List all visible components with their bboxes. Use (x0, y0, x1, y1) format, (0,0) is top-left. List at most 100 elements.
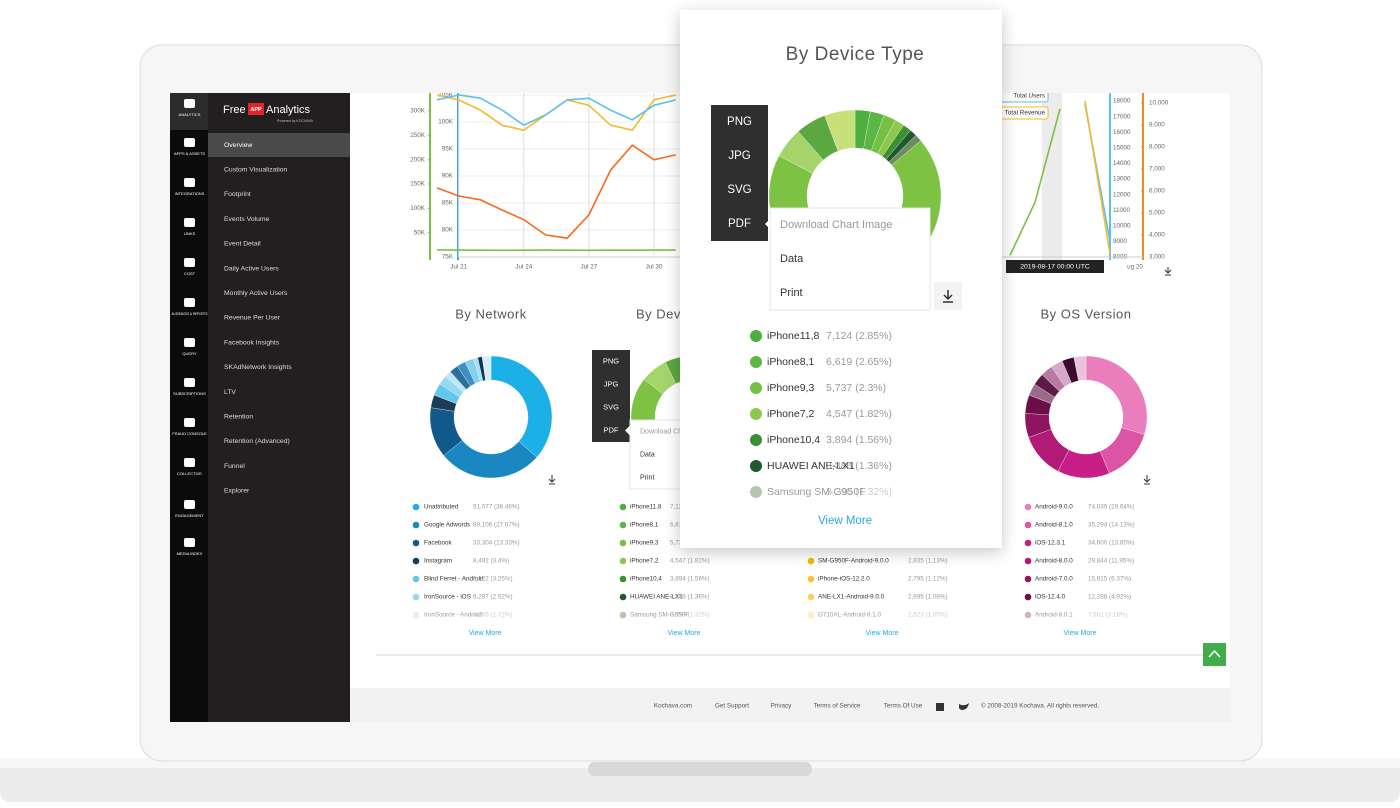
legend-label[interactable]: iOS-12.4.0 (1035, 594, 1066, 601)
nav-item[interactable]: Custom Visualization (224, 166, 288, 173)
legend-label[interactable]: Instagram (424, 558, 452, 565)
legend-dot[interactable] (750, 356, 762, 368)
legend-label[interactable]: Android-9.0.0 (1035, 504, 1073, 511)
sidebar-icon[interactable] (184, 458, 195, 467)
sidebar-icon[interactable] (184, 338, 195, 347)
export-action[interactable]: Print (640, 474, 654, 481)
legend-label[interactable]: Facebook (424, 540, 453, 547)
footer-link[interactable]: Terms Of Use (884, 703, 923, 710)
sidebar-label[interactable]: FRAUD CONSOLE (172, 431, 207, 436)
legend-label[interactable]: Android-8.0.0 (1035, 558, 1073, 565)
download-icon[interactable] (548, 475, 556, 485)
legend-label[interactable]: Blind Ferret - Android (424, 576, 484, 583)
nav-item[interactable]: Monthly Active Users (224, 290, 288, 297)
sidebar-icon[interactable] (184, 218, 195, 227)
sidebar-label[interactable]: MEDIA INDEX (177, 551, 203, 556)
legend-label[interactable]: iPhone-iOS-12.2.0 (818, 576, 870, 583)
legend-dot[interactable] (750, 434, 762, 446)
view-more[interactable]: View More (818, 515, 872, 527)
sidebar-label[interactable]: ANALYTICS (179, 112, 201, 117)
legend-dot[interactable] (1024, 575, 1032, 583)
export-format[interactable]: JPG (728, 150, 750, 162)
sidebar-icon[interactable] (184, 378, 195, 387)
nav-item[interactable]: Funnel (224, 463, 245, 470)
export-format[interactable]: PDF (604, 425, 619, 434)
nav-item[interactable]: Daily Active Users (224, 265, 279, 272)
legend-dot[interactable] (619, 575, 627, 583)
sidebar-label[interactable]: COLLECTIVE (177, 471, 202, 476)
legend-label[interactable]: iPhone8,1 (767, 356, 814, 368)
sidebar-icon[interactable] (184, 298, 195, 307)
sidebar-label[interactable]: QUERY (182, 351, 196, 356)
legend-dot[interactable] (412, 539, 420, 547)
legend-label[interactable]: Android-7.0.0 (1035, 576, 1073, 583)
sidebar-label[interactable]: SUBSCRIPTIONS (173, 391, 206, 396)
sidebar-icon[interactable] (184, 138, 195, 147)
legend-dot[interactable] (619, 557, 627, 565)
legend-dot[interactable] (412, 521, 420, 529)
nav-item[interactable]: Overview (224, 142, 252, 149)
legend-dot[interactable] (412, 575, 420, 583)
legend-dot[interactable] (807, 593, 815, 601)
sidebar-label[interactable]: LINKS (184, 231, 196, 236)
legend-label[interactable]: iPhone10,4 (767, 434, 820, 446)
nav-item[interactable]: Explorer (224, 488, 250, 495)
legend-dot[interactable] (1024, 503, 1032, 511)
sidebar-label[interactable]: INTEGRATIONS (175, 191, 205, 196)
nav-item[interactable]: Retention (224, 413, 253, 420)
legend-label[interactable]: iPhone11,8 (767, 330, 820, 342)
legend-label[interactable]: IronSource - iOS (424, 594, 471, 601)
download-icon[interactable] (1164, 267, 1172, 276)
export-action[interactable]: Data (780, 253, 804, 265)
legend-dot[interactable] (750, 408, 762, 420)
sidebar-icon[interactable] (184, 99, 195, 108)
nav-item[interactable]: Facebook Insights (224, 339, 280, 346)
view-more[interactable]: View More (469, 630, 502, 637)
legend-label[interactable]: Google Adwords (424, 522, 470, 529)
legend-label[interactable]: iPhone11,8 (630, 504, 662, 511)
nav-item[interactable]: SKAdNetwork Insights (224, 364, 292, 371)
legend-label[interactable]: HUAWEI ANE-LX1 (630, 594, 683, 601)
export-action[interactable]: Data (640, 451, 655, 458)
legend-dot[interactable] (619, 611, 627, 619)
legend-label[interactable]: iOS-12.3.1 (1035, 540, 1066, 547)
export-format[interactable]: JPG (604, 379, 619, 388)
export-format[interactable]: SVG (603, 402, 619, 411)
sidebar-icon[interactable] (184, 418, 195, 427)
footer-link[interactable]: Kochava.com (654, 703, 692, 710)
nav-item[interactable]: Retention (Advanced) (224, 438, 290, 445)
facebook-icon[interactable] (936, 703, 944, 711)
export-format[interactable]: PNG (603, 356, 619, 365)
legend-dot[interactable] (807, 575, 815, 583)
legend-label[interactable]: iPhone9,3 (767, 382, 814, 394)
legend-dot[interactable] (1024, 611, 1032, 619)
sidebar-icon[interactable] (184, 500, 195, 509)
legend-dot[interactable] (750, 460, 762, 472)
legend-label[interactable]: SM-G950F-Android-9.0.0 (818, 558, 889, 565)
scroll-top-button[interactable] (1203, 643, 1226, 666)
legend-dot[interactable] (619, 539, 627, 547)
sidebar-label[interactable]: ENGAGEMENT (175, 513, 204, 518)
legend-dot[interactable] (750, 486, 762, 498)
footer-link[interactable]: Privacy (771, 703, 792, 710)
export-action[interactable]: Download Chart Image (780, 219, 893, 231)
legend-label[interactable]: Samsung SM-G950F (630, 612, 689, 619)
sidebar-label[interactable]: COST (184, 271, 196, 276)
nav-item[interactable]: LTV (224, 389, 236, 396)
legend-label[interactable]: HUAWEI ANE-LX1 (767, 460, 855, 472)
legend-label[interactable]: G710AL-Android-8.1.0 (818, 612, 882, 619)
legend-dot[interactable] (807, 611, 815, 619)
footer-link[interactable]: Get Support (715, 703, 749, 710)
legend-dot[interactable] (412, 593, 420, 601)
legend-label[interactable]: iPhone9,3 (630, 540, 659, 547)
download-icon[interactable] (1143, 475, 1151, 485)
legend-dot[interactable] (619, 593, 627, 601)
legend-dot[interactable] (412, 611, 420, 619)
legend-dot[interactable] (412, 503, 420, 511)
legend-label[interactable]: iPhone8,1 (630, 522, 659, 529)
legend-dot[interactable] (619, 521, 627, 529)
twitter-icon[interactable] (959, 703, 969, 710)
nav-item[interactable]: Revenue Per User (224, 315, 281, 322)
legend-label[interactable]: iPhone7,2 (630, 558, 659, 565)
view-more[interactable]: View More (668, 630, 701, 637)
